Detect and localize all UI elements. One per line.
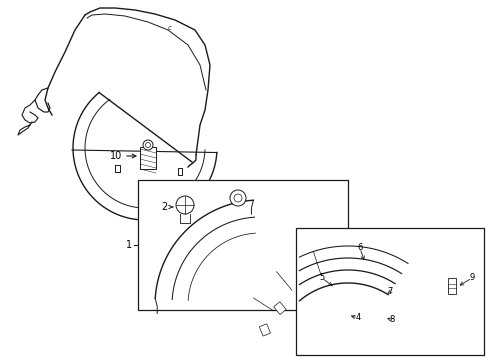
Circle shape xyxy=(176,196,194,214)
Text: 7: 7 xyxy=(386,288,392,297)
Text: 8: 8 xyxy=(388,315,394,324)
Text: 4: 4 xyxy=(355,314,360,323)
Circle shape xyxy=(234,194,242,202)
Bar xyxy=(273,302,285,315)
Circle shape xyxy=(142,140,153,150)
Text: 1: 1 xyxy=(125,240,132,250)
Bar xyxy=(138,180,347,310)
Text: c: c xyxy=(168,25,172,31)
Bar xyxy=(447,278,455,294)
Circle shape xyxy=(229,190,245,206)
Bar xyxy=(295,228,483,355)
Text: 3: 3 xyxy=(284,287,289,297)
Circle shape xyxy=(145,143,150,148)
Text: 5: 5 xyxy=(319,274,324,283)
Text: 9: 9 xyxy=(468,274,474,283)
Bar xyxy=(259,324,270,336)
Text: 10: 10 xyxy=(109,151,122,161)
Bar xyxy=(140,147,156,169)
Text: 2: 2 xyxy=(161,202,167,212)
Text: 6: 6 xyxy=(357,243,362,252)
